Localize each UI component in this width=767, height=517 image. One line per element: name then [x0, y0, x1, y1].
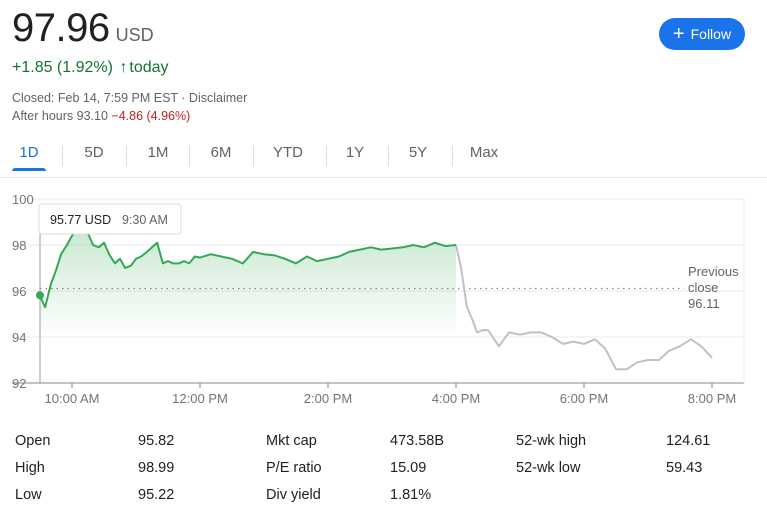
stat-value: 59.43	[666, 460, 703, 476]
stat-label: Low	[15, 487, 42, 503]
tab-1y[interactable]: 1Y	[345, 144, 365, 161]
stat-value: 95.22	[138, 487, 175, 503]
previous-close-label-line1: Previous	[688, 264, 739, 279]
stat-label: Mkt cap	[266, 433, 317, 449]
tab-divider	[126, 146, 127, 166]
tab-divider	[388, 146, 389, 166]
stat-label: High	[15, 460, 45, 476]
current-price: 97.96 USD	[12, 6, 154, 51]
hover-point	[36, 291, 44, 300]
x-tick-label: 4:00 PM	[432, 391, 480, 405]
change-period: today	[129, 59, 169, 76]
regular-session-fill	[40, 222, 456, 331]
tab-ytd[interactable]: YTD	[273, 144, 303, 161]
after-hours-label: After hours 93.10	[12, 109, 108, 123]
stat-label: Div yield	[266, 487, 321, 503]
y-tick-label: 94	[12, 330, 26, 345]
stat-label: 52-wk low	[516, 460, 581, 476]
price-change: +1.85 (1.92%) ↑ today	[12, 59, 169, 77]
y-tick-label: 98	[12, 238, 26, 253]
stat-value: 98.99	[138, 460, 175, 476]
tab-divider	[326, 146, 327, 166]
tooltip-value: 95.77 USD	[50, 213, 111, 227]
tab-divider	[253, 146, 254, 166]
stat-value: 15.09	[390, 460, 427, 476]
x-tick-label: 6:00 PM	[560, 391, 608, 405]
stat-value: 95.82	[138, 433, 175, 449]
stat-value: 1.81%	[390, 487, 432, 503]
x-tick-label: 2:00 PM	[304, 391, 352, 405]
x-tick-label: 10:00 AM	[45, 391, 100, 405]
tab-5y[interactable]: 5Y	[408, 144, 428, 161]
price-value: 97.96	[12, 6, 110, 50]
tab-1m[interactable]: 1M	[147, 144, 169, 161]
plus-icon: +	[672, 23, 685, 45]
after-hours: After hours 93.10 −4.86 (4.96%)	[12, 109, 190, 123]
follow-label: Follow	[690, 26, 732, 42]
after-hours-change: −4.86 (4.96%)	[111, 109, 191, 123]
y-tick-label: 96	[12, 284, 26, 299]
tab-1d[interactable]: 1D	[12, 144, 46, 171]
tooltip-time: 9:30 AM	[122, 213, 168, 227]
tab-5d[interactable]: 5D	[84, 144, 104, 161]
tooltip: 95.77 USD 9:30 AM	[38, 203, 182, 235]
follow-button[interactable]: + Follow	[659, 18, 745, 50]
tab-6m[interactable]: 6M	[210, 144, 232, 161]
tab-divider	[62, 146, 63, 166]
price-currency: USD	[115, 25, 154, 45]
x-tick-label: 8:00 PM	[688, 391, 736, 405]
stat-label: Open	[15, 433, 51, 449]
previous-close-label: Previous close 96.11	[688, 264, 739, 311]
stat-label: P/E ratio	[266, 460, 322, 476]
x-tick-label: 12:00 PM	[172, 391, 228, 405]
stat-value: 124.61	[666, 433, 711, 449]
stat-value: 473.58B	[390, 433, 445, 449]
tab-max[interactable]: Max	[469, 144, 499, 161]
x-axis: 10:00 AM 12:00 PM 2:00 PM 4:00 PM 6:00 PM 8:0…	[12, 199, 745, 405]
y-tick-label: 100	[12, 192, 34, 207]
after-hours-line	[455, 244, 713, 371]
arrow-up-icon: ↑	[119, 59, 128, 76]
tabs-underline	[0, 177, 767, 178]
change-value: +1.85 (1.92%)	[12, 59, 113, 76]
tab-divider	[189, 146, 190, 166]
market-status: Closed: Feb 14, 7:59 PM EST · Disclaimer	[12, 91, 248, 105]
tab-divider	[452, 146, 453, 166]
stat-label: 52-wk high	[516, 433, 587, 449]
previous-close-value: 96.11	[688, 296, 720, 311]
previous-close-label-line2: close	[688, 280, 718, 295]
